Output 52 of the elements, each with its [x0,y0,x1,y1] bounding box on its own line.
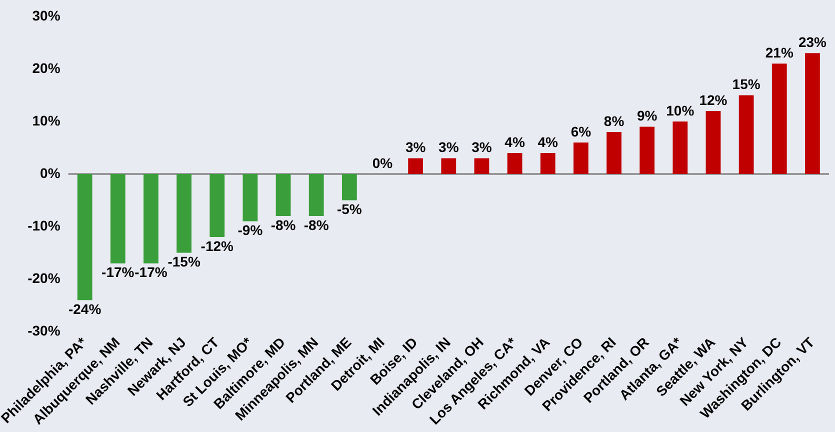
bar [210,174,225,238]
bar [706,110,721,174]
bar [276,174,291,216]
bar [342,174,357,200]
data-label: 4% [504,134,526,150]
data-label: -8% [304,216,330,233]
data-label: 12% [699,92,728,108]
y-tick-label: -10% [28,217,61,234]
bar [640,126,655,174]
data-label: 8% [604,112,625,129]
bar [308,174,324,216]
bar [540,152,556,174]
bar [110,174,126,264]
y-tick-label: 0% [40,164,61,181]
bar [672,121,688,174]
data-label: 15% [732,76,761,92]
data-label: -9% [238,222,264,238]
bar [441,158,456,174]
bar [408,158,424,174]
data-label: 23% [798,34,828,50]
y-tick-label: 20% [32,60,61,76]
y-tick-label: 30% [32,7,61,24]
y-tick-label: 10% [32,112,61,128]
data-label: 3% [472,139,492,156]
bar [574,142,588,174]
bar [77,174,92,300]
bar [772,64,787,174]
bar [176,174,192,253]
data-label: 10% [666,102,695,118]
data-label: -5% [336,201,362,218]
data-label: -12% [200,238,234,254]
data-label: -17% [134,264,168,280]
data-label: 3% [438,139,460,156]
data-label: 0% [372,154,394,171]
data-label: 3% [405,139,426,156]
data-label: -15% [168,254,201,270]
data-label: -17% [102,264,135,280]
data-label: 21% [765,44,794,61]
data-label: 6% [570,123,592,140]
bar [805,53,820,174]
data-label: -24% [68,300,102,317]
data-label: 4% [538,134,559,150]
bar [474,158,490,174]
bar [606,132,622,174]
bar [144,174,158,264]
bar [242,174,258,222]
y-tick-label: -30% [28,322,61,338]
data-label: 9% [636,108,658,124]
y-tick-label: -20% [28,270,61,286]
data-label: -8% [270,216,296,233]
bar [507,152,522,174]
bar [738,95,754,174]
